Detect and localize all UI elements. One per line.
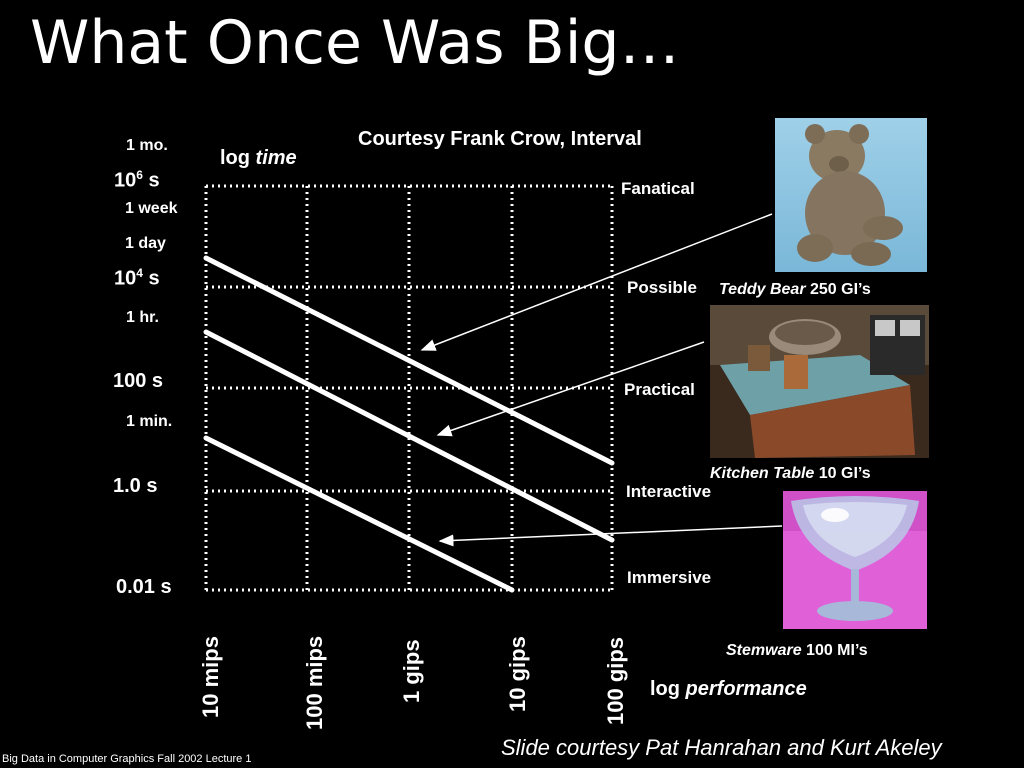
level-fanatical: Fanatical bbox=[621, 179, 695, 198]
y-minor-1mo: 1 mo. bbox=[126, 137, 168, 154]
y-tick-1e6: 106 s bbox=[114, 168, 160, 192]
kitchen-table-image bbox=[710, 305, 929, 458]
pointer-arrow-kitchen-table bbox=[436, 341, 705, 437]
footer-credit: Slide courtesy Pat Hanrahan and Kurt Ake… bbox=[501, 735, 942, 760]
footer-course: Big Data in Computer Graphics Fall 2002 … bbox=[2, 753, 252, 765]
pointer-arrow-stemware bbox=[438, 525, 783, 547]
series-line-kitchen-table bbox=[203, 329, 615, 543]
stemware-image bbox=[783, 491, 927, 629]
y-tick-001s: 0.01 s bbox=[116, 576, 172, 598]
stemware-caption: Stemware 100 MI’s bbox=[726, 642, 868, 659]
teddy-bear-image bbox=[775, 118, 927, 272]
slide-title: What Once Was Big… bbox=[30, 8, 680, 78]
x-tick-1gips: 1 gips bbox=[399, 639, 424, 703]
teddy-bear-caption: Teddy Bear 250 GI’s bbox=[719, 281, 871, 298]
series-line-stemware bbox=[203, 435, 515, 593]
level-interactive: Interactive bbox=[626, 482, 712, 501]
x-tick-100gips: 100 gips bbox=[603, 636, 628, 725]
y-minor-1day: 1 day bbox=[125, 235, 166, 252]
y-minor-1hr: 1 hr. bbox=[126, 309, 159, 326]
x-axis-title: log performance bbox=[650, 678, 807, 700]
y-minor-1week: 1 week bbox=[125, 200, 178, 217]
level-possible: Possible bbox=[627, 278, 697, 297]
series-line-teddy-bear bbox=[203, 255, 615, 466]
y-minor-1min: 1 min. bbox=[126, 413, 173, 430]
y-tick-1s: 1.0 s bbox=[113, 475, 158, 497]
y-axis-title: log time bbox=[220, 147, 297, 169]
level-immersive: Immersive bbox=[627, 568, 712, 587]
courtesy-text: Courtesy Frank Crow, Interval bbox=[358, 128, 642, 150]
kitchen-table-caption: Kitchen Table 10 GI’s bbox=[710, 465, 871, 482]
pointer-arrow-teddy-bear bbox=[420, 213, 773, 351]
y-tick-1e4: 104 s bbox=[114, 266, 160, 290]
level-practical: Practical bbox=[624, 380, 695, 399]
x-tick-10gips: 10 gips bbox=[505, 636, 530, 712]
x-tick-100mips: 100 mips bbox=[302, 635, 327, 730]
y-tick-100s: 100 s bbox=[113, 370, 164, 392]
x-tick-10mips: 10 mips bbox=[198, 636, 223, 718]
